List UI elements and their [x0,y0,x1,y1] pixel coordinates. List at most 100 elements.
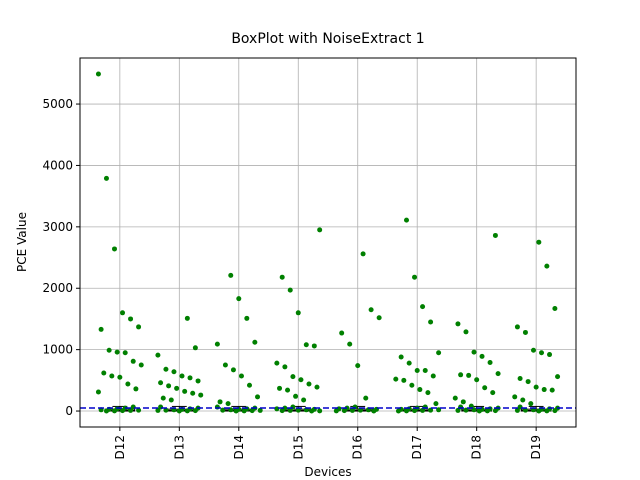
data-point [533,384,539,390]
x-tick-label: D18 [470,435,484,460]
data-point [136,324,142,330]
data-point [522,329,528,335]
data-point [236,296,242,302]
data-point [336,406,342,412]
data-point [339,330,345,336]
data-point [163,407,169,413]
data-point [311,343,317,349]
data-point [114,349,120,355]
data-point [517,375,523,381]
data-point [128,316,134,322]
data-point [187,406,193,412]
data-point [530,347,536,353]
data-point [347,341,353,347]
data-point [552,306,558,312]
data-point [458,404,464,410]
plot-frame [79,57,577,428]
data-point [217,399,223,405]
data-point [130,404,136,410]
data-point [368,307,374,313]
data-point [317,227,323,233]
data-point [282,364,288,370]
data-point [125,381,131,387]
data-point [471,349,477,355]
data-point [428,319,434,325]
data-point [452,395,458,401]
data-point [412,274,418,280]
chart-title: BoxPlot with NoiseExtract 1 [231,31,424,47]
data-point [168,397,174,403]
data-point [136,407,142,413]
data-point [298,377,304,383]
y-tick-label: 4000 [42,158,73,172]
data-point [301,397,307,403]
data-point [487,360,493,366]
data-point [314,384,320,390]
data-point [549,387,555,393]
y-tick-label: 2000 [42,281,73,295]
data-point [198,392,204,398]
data-point [398,354,404,360]
data-point [98,326,104,332]
data-point [101,370,107,376]
x-axis-label: Devices [304,465,351,479]
data-point [463,407,469,413]
data-point [406,360,412,366]
data-point [490,390,496,396]
y-axis-label: PCE Value [15,212,29,272]
x-tick-label: D16 [351,435,365,460]
data-point [184,315,190,321]
y-tick-label: 5000 [42,97,73,111]
data-point [436,407,442,413]
data-point [474,377,480,383]
data-point [525,379,531,385]
data-point [433,401,439,407]
data-point [163,366,169,372]
data-point [492,232,498,238]
data-point [187,375,193,381]
data-point [158,404,164,410]
data-point [252,339,258,345]
data-point [158,380,164,386]
data-point [246,382,252,388]
data-point [547,352,553,358]
data-point [103,175,109,181]
marks [80,71,576,414]
data-point [128,407,134,413]
data-point [460,399,466,405]
data-point [536,239,542,245]
data-point [420,407,426,413]
data-point [479,353,485,359]
data-point [120,310,126,316]
data-point [214,341,220,347]
data-point [349,407,355,413]
data-point [455,321,461,327]
data-point [274,406,280,412]
data-point [160,395,166,401]
data-point [274,360,280,366]
data-point [287,287,293,293]
data-point [222,362,228,368]
data-point [295,310,301,316]
data-point [214,404,220,410]
data-point [255,394,261,400]
data-point [155,407,161,413]
data-point [220,407,226,413]
data-point [495,371,501,377]
data-point [512,394,518,400]
data-point [290,404,296,410]
data-point [428,407,434,413]
data-point [195,378,201,384]
data-point [244,406,250,412]
data-point [257,407,263,413]
data-point [122,350,128,356]
data-point [406,406,412,412]
x-tick-label: D12 [113,435,127,460]
data-point [114,406,120,412]
data-point [414,368,420,374]
data-point [285,387,291,393]
y-tick-label: 0 [65,404,73,418]
data-point [417,387,423,393]
data-point [179,373,185,379]
data-point [466,372,472,378]
